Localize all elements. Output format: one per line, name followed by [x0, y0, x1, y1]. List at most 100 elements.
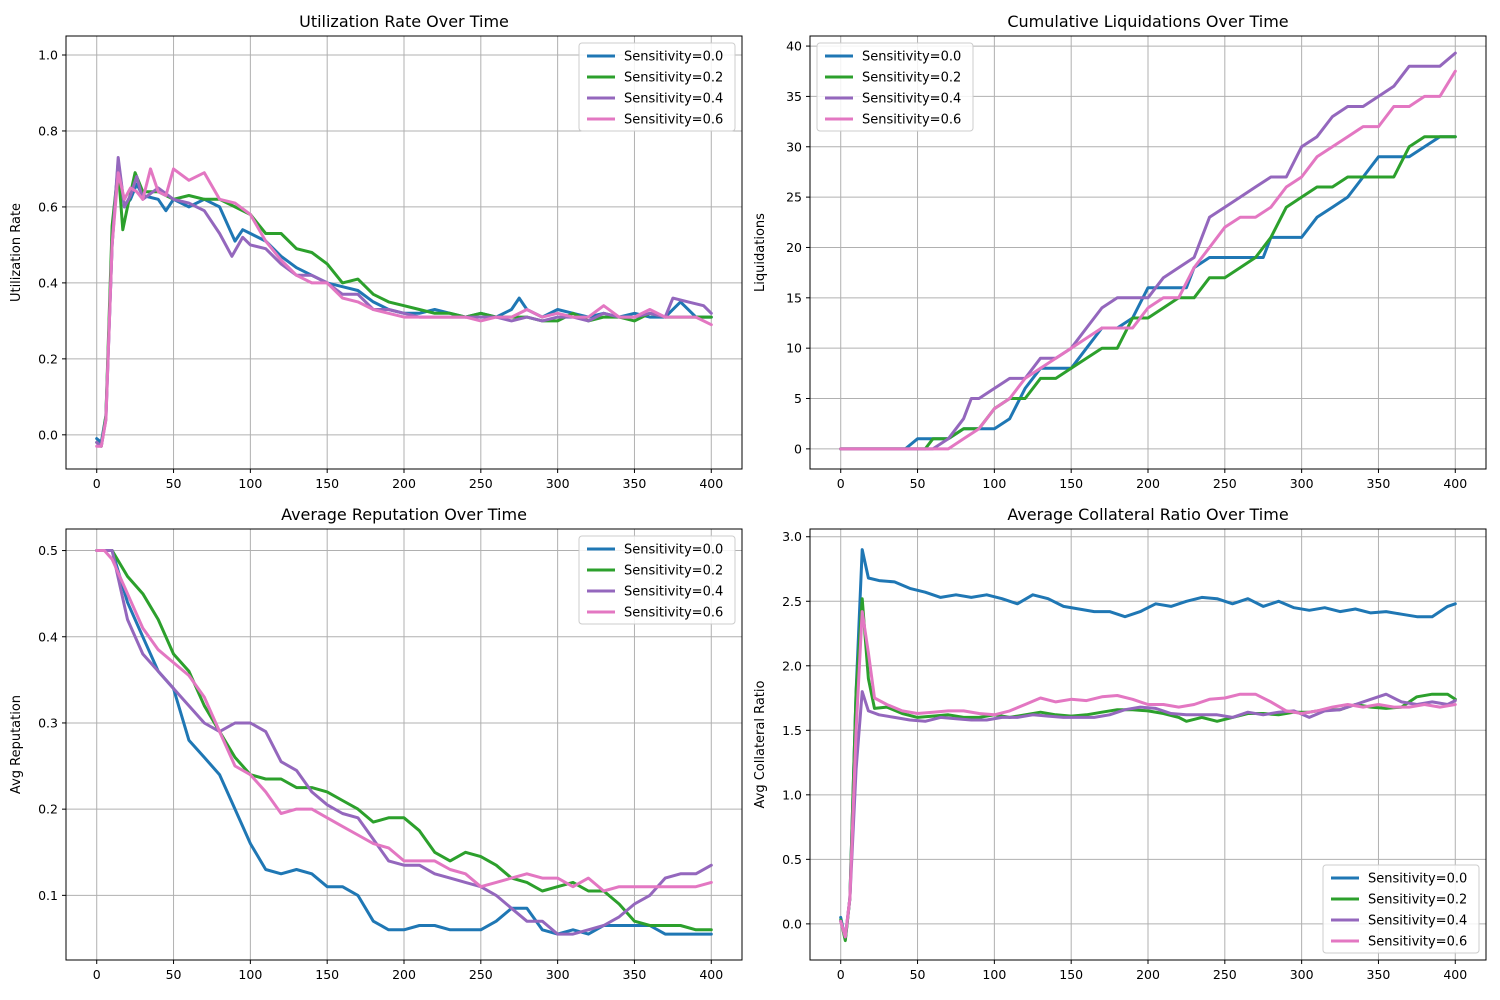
x-tick-label: 400: [699, 476, 723, 491]
x-tick-label: 350: [1367, 967, 1391, 982]
x-tick-label: 0: [93, 476, 101, 491]
y-tick-label: 0: [794, 441, 802, 456]
series-line-3: [839, 69, 1457, 451]
legend-entry-1: Sensitivity=0.2: [862, 71, 961, 86]
x-tick-label: 200: [1136, 476, 1160, 491]
y-tick-label: 0.2: [38, 351, 58, 366]
series-line-0: [839, 548, 1457, 941]
x-tick-label: 350: [623, 476, 647, 491]
legend-box: [1322, 864, 1480, 954]
y-axis-label: Liquidations: [753, 213, 768, 292]
y-axis-label: Utilization Rate: [9, 203, 24, 302]
y-tick-label: 0.3: [38, 715, 58, 730]
legend-entry-3: Sensitivity=0.6: [624, 113, 723, 128]
x-tick-label: 300: [546, 967, 570, 982]
x-tick-label: 200: [392, 476, 416, 491]
y-tick-label: 0.1: [38, 888, 58, 903]
legend-entry-3: Sensitivity=0.6: [624, 606, 723, 621]
series-line-2: [95, 549, 713, 936]
x-tick-label: 300: [1290, 476, 1314, 491]
legend-entry-0: Sensitivity=0.0: [1368, 872, 1467, 887]
x-tick-label: 300: [546, 476, 570, 491]
x-tick-label: 100: [982, 967, 1006, 982]
x-tick-label: 400: [1443, 476, 1467, 491]
y-tick-label: 1.0: [782, 787, 802, 802]
legend: Sensitivity=0.0 Sensitivity=0.2 Sensitivit…: [816, 42, 974, 132]
chart-title: Utilization Rate Over Time: [299, 12, 509, 31]
x-tick-label: 150: [1059, 476, 1083, 491]
legend-entry-2: Sensitivity=0.4: [862, 92, 961, 107]
y-tick-label: 30: [786, 139, 802, 154]
legend-box: [578, 535, 736, 625]
y-tick-label: 5: [794, 391, 802, 406]
series-line-2: [95, 156, 713, 448]
legend-entry-2: Sensitivity=0.4: [624, 92, 723, 107]
legend: Sensitivity=0.0 Sensitivity=0.2 Sensitivit…: [578, 535, 736, 625]
x-tick-label: 200: [392, 967, 416, 982]
x-tick-label: 100: [238, 476, 262, 491]
y-tick-label: 1.0: [38, 47, 58, 62]
x-tick-label: 150: [315, 967, 339, 982]
y-tick-label: 25: [786, 190, 802, 205]
x-tick-label: 350: [1367, 476, 1391, 491]
y-axis-label: Avg Collateral Ratio: [753, 680, 768, 808]
x-tick-label: 400: [699, 967, 723, 982]
series-line-3: [95, 167, 713, 448]
x-tick-label: 100: [238, 967, 262, 982]
plot-frame: [65, 528, 743, 961]
legend-entry-2: Sensitivity=0.4: [624, 585, 723, 600]
y-tick-label: 0.0: [38, 427, 58, 442]
chart-panel-2: 0 50 100 150 200 250 300 350 400 0 5 10 15 20 25 30 35 40…: [753, 12, 1487, 491]
y-axis-label: Avg Reputation: [9, 695, 24, 794]
series-group: [95, 156, 713, 448]
y-tick-label: 0.6: [38, 199, 58, 214]
plot-frame: [65, 35, 743, 470]
series-line-2: [839, 51, 1457, 451]
legend-entry-2: Sensitivity=0.4: [1368, 914, 1467, 929]
chart-title: Average Collateral Ratio Over Time: [1007, 505, 1288, 524]
x-tick-label: 50: [910, 476, 926, 491]
series-group: [839, 51, 1457, 451]
x-tick-label: 200: [1136, 967, 1160, 982]
y-tick-label: 1.5: [782, 723, 802, 738]
chart-panel-4: 0 50 100 150 200 250 300 350 400 0.0 0.5 1.0 1.5 2.0 2…: [753, 505, 1487, 982]
series-line-0: [839, 135, 1457, 451]
legend: Sensitivity=0.0 Sensitivity=0.2 Sensitivit…: [1322, 864, 1480, 954]
x-tick-label: 250: [1213, 967, 1237, 982]
chart-panel-3: 0 50 100 150 200 250 300 350 400 0.1 0.2 0.3 0.4 0.5 A…: [9, 505, 743, 982]
y-tick-label: 0.0: [782, 916, 802, 931]
series-group: [95, 549, 713, 936]
series-line-3: [839, 610, 1457, 939]
y-tick-label: 0.5: [782, 852, 802, 867]
legend-entry-1: Sensitivity=0.2: [624, 564, 723, 579]
legend-entry-1: Sensitivity=0.2: [1368, 893, 1467, 908]
x-tick-label: 350: [623, 967, 647, 982]
x-tick-label: 250: [1213, 476, 1237, 491]
x-tick-label: 50: [166, 476, 182, 491]
x-tick-label: 250: [469, 476, 493, 491]
x-tick-label: 250: [469, 967, 493, 982]
y-tick-label: 40: [786, 39, 802, 54]
y-tick-label: 3.0: [782, 529, 802, 544]
x-tick-label: 0: [93, 967, 101, 982]
x-tick-label: 50: [166, 967, 182, 982]
series-line-1: [95, 549, 713, 932]
y-tick-label: 2.5: [782, 594, 802, 609]
y-tick-label: 10: [786, 341, 802, 356]
legend-entry-0: Sensitivity=0.0: [624, 543, 723, 558]
legend-box: [578, 42, 736, 132]
chart-title: Average Reputation Over Time: [281, 505, 527, 524]
legend-entry-1: Sensitivity=0.2: [624, 71, 723, 86]
y-tick-label: 0.4: [38, 275, 58, 290]
x-tick-label: 0: [837, 476, 845, 491]
legend: Sensitivity=0.0 Sensitivity=0.2 Sensitivit…: [578, 42, 736, 132]
y-tick-label: 0.8: [38, 123, 58, 138]
x-tick-label: 300: [1290, 967, 1314, 982]
y-tick-label: 0.4: [38, 629, 58, 644]
legend-box: [816, 42, 974, 132]
chart-title: Cumulative Liquidations Over Time: [1007, 12, 1288, 31]
y-tick-label: 0.5: [38, 543, 58, 558]
y-tick-label: 35: [786, 89, 802, 104]
x-tick-label: 50: [910, 967, 926, 982]
